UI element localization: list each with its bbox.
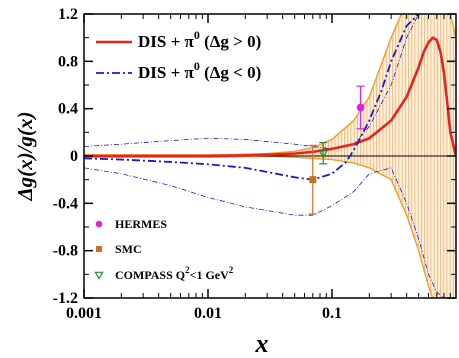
x-tick-label: 0.001 — [66, 305, 102, 322]
band-dg-negative-lower — [84, 167, 451, 298]
legend-point-label: COMPASS Q2<1 GeV2 — [115, 265, 234, 282]
y-tick-label: 0.8 — [58, 53, 78, 70]
legend: DIS + π0 (Δg > 0) DIS + π0 (Δg < 0) HERMES… — [94, 28, 261, 282]
curves — [84, 14, 456, 181]
data-points — [308, 85, 365, 215]
legend-marker-smc — [96, 246, 102, 252]
legend-line-label: DIS + π0 (Δg > 0) — [138, 28, 261, 51]
y-axis-title: Δg(x)/g(x) — [13, 112, 37, 202]
legend-marker-compass — [94, 271, 104, 280]
legend-marker-hermes — [95, 220, 103, 228]
curve-dg-negative — [84, 14, 421, 181]
smc-data-point — [309, 176, 317, 184]
curve-dg-positive — [84, 36, 456, 158]
x-tick-label: 0.01 — [194, 305, 222, 322]
legend-point-label: HERMES — [115, 217, 167, 231]
legend-line-label: DIS + π0 (Δg < 0) — [138, 59, 261, 82]
y-tick-label: 0 — [70, 148, 78, 165]
compass-data-point — [318, 149, 329, 159]
legend-point-label: SMC — [115, 242, 142, 256]
axis-ticks: 0.001 0.01 0.1 -1.2 -0.8 -0.4 0 0.4 0.8 1.2 — [53, 6, 456, 322]
y-tick-label: -0.8 — [53, 243, 78, 260]
y-tick-label: 0.4 — [58, 101, 78, 118]
hermes-data-point — [356, 103, 365, 112]
y-tick-label: -1.2 — [53, 290, 78, 307]
y-tick-label: -0.4 — [53, 195, 78, 212]
y-tick-label: 1.2 — [58, 6, 78, 23]
x-axis-title: x — [255, 329, 269, 358]
x-tick-label: 0.1 — [322, 305, 342, 322]
